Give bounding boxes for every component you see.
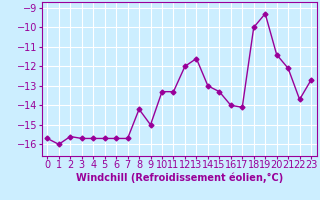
X-axis label: Windchill (Refroidissement éolien,°C): Windchill (Refroidissement éolien,°C) (76, 173, 283, 183)
